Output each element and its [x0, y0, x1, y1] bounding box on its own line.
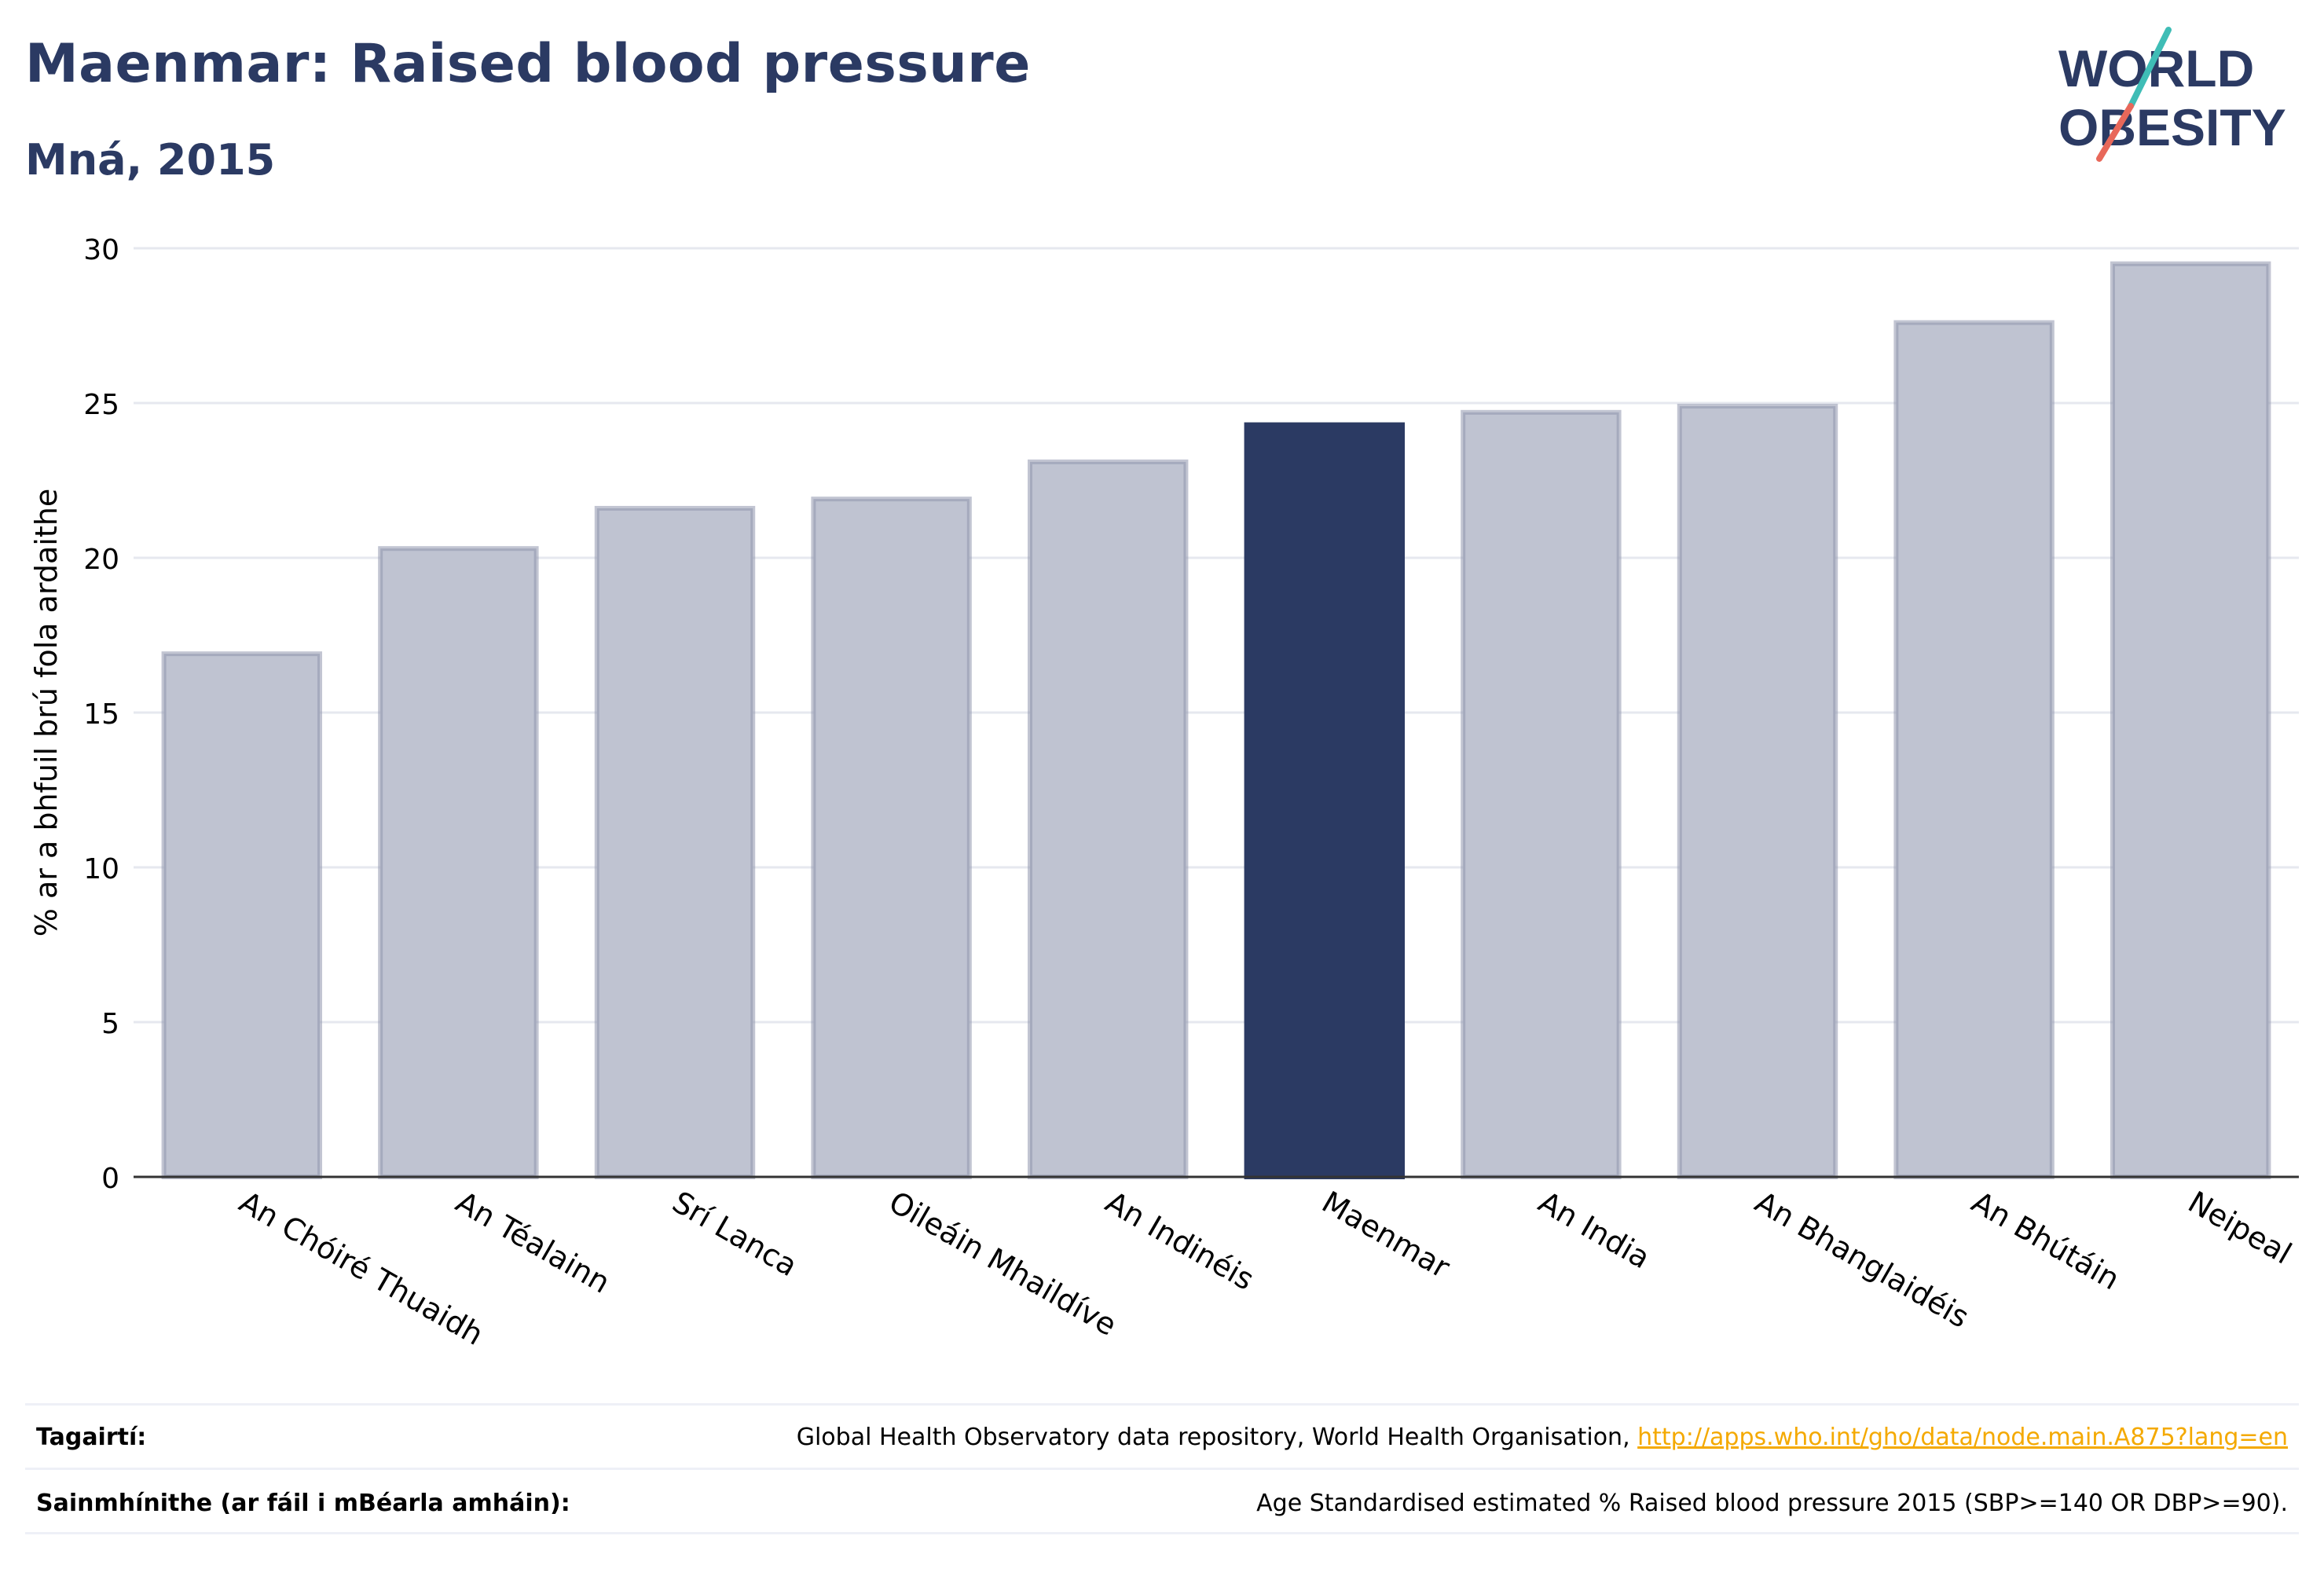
references-source: Global Health Observatory data repositor…	[796, 1424, 1638, 1451]
footer-divider	[25, 1532, 2299, 1534]
bar[interactable]	[1461, 409, 1622, 1179]
chart-subtitle: Mná, 2015	[25, 135, 276, 185]
x-tick-label: Maenmar	[1316, 1185, 1456, 1285]
x-tick-label: Neipeal	[2183, 1185, 2297, 1271]
y-tick-label: 10	[83, 853, 119, 885]
world-obesity-logo: WORLD OBESITY	[2058, 27, 2286, 162]
x-tick-label: An Bhútáin	[1966, 1185, 2125, 1297]
references-text: Global Health Observatory data repositor…	[797, 1424, 2288, 1451]
references-link[interactable]: http://apps.who.int/gho/data/node.main.A…	[1637, 1424, 2288, 1451]
x-tick-label: An Bhanglaidéis	[1750, 1185, 1975, 1335]
logo-line2: OBESITY	[2058, 98, 2286, 156]
footer-divider	[25, 1468, 2299, 1470]
bar[interactable]	[378, 546, 539, 1179]
x-tick-label: Oileáin Mhaildíve	[883, 1185, 1123, 1343]
y-tick-label: 5	[101, 1008, 119, 1040]
bar[interactable]	[1244, 422, 1406, 1179]
y-tick-label: 30	[83, 234, 119, 266]
y-tick-label: 25	[83, 389, 119, 421]
x-tick-label: An India	[1533, 1185, 1656, 1276]
references-label: Tagairtí:	[36, 1424, 147, 1451]
footer-divider	[25, 1403, 2299, 1406]
y-tick-label: 20	[83, 544, 119, 576]
x-tick-label: An Indinéis	[1100, 1185, 1260, 1297]
bar[interactable]	[161, 651, 323, 1179]
x-tick-label: An Téalainn	[450, 1185, 616, 1300]
bar[interactable]	[2110, 261, 2271, 1180]
x-tick-label: Srí Lanca	[667, 1185, 804, 1284]
x-tick-label: An Chóiré Thuaidh	[233, 1185, 489, 1352]
y-tick-label: 0	[101, 1163, 119, 1195]
bar[interactable]	[1893, 320, 2055, 1179]
bar-chart: 0 5 10 15 20 25 30 % ar a bhfuil brú fola ardai…	[29, 234, 2299, 1352]
definitions-label: Sainmhínithe (ar fáil i mBéarla amháin):	[36, 1490, 570, 1517]
y-axis-label: % ar a bhfuil brú fola ardaithe	[29, 489, 64, 936]
bars	[161, 261, 2271, 1180]
bar[interactable]	[811, 497, 972, 1179]
chart-title: Maenmar: Raised blood pressure	[25, 33, 1031, 95]
definitions-text: Age Standardised estimated % Raised bloo…	[1256, 1490, 2288, 1517]
bar[interactable]	[1677, 403, 1838, 1179]
y-tick-label: 15	[83, 698, 119, 731]
bar[interactable]	[1027, 459, 1189, 1179]
bar[interactable]	[594, 505, 756, 1179]
